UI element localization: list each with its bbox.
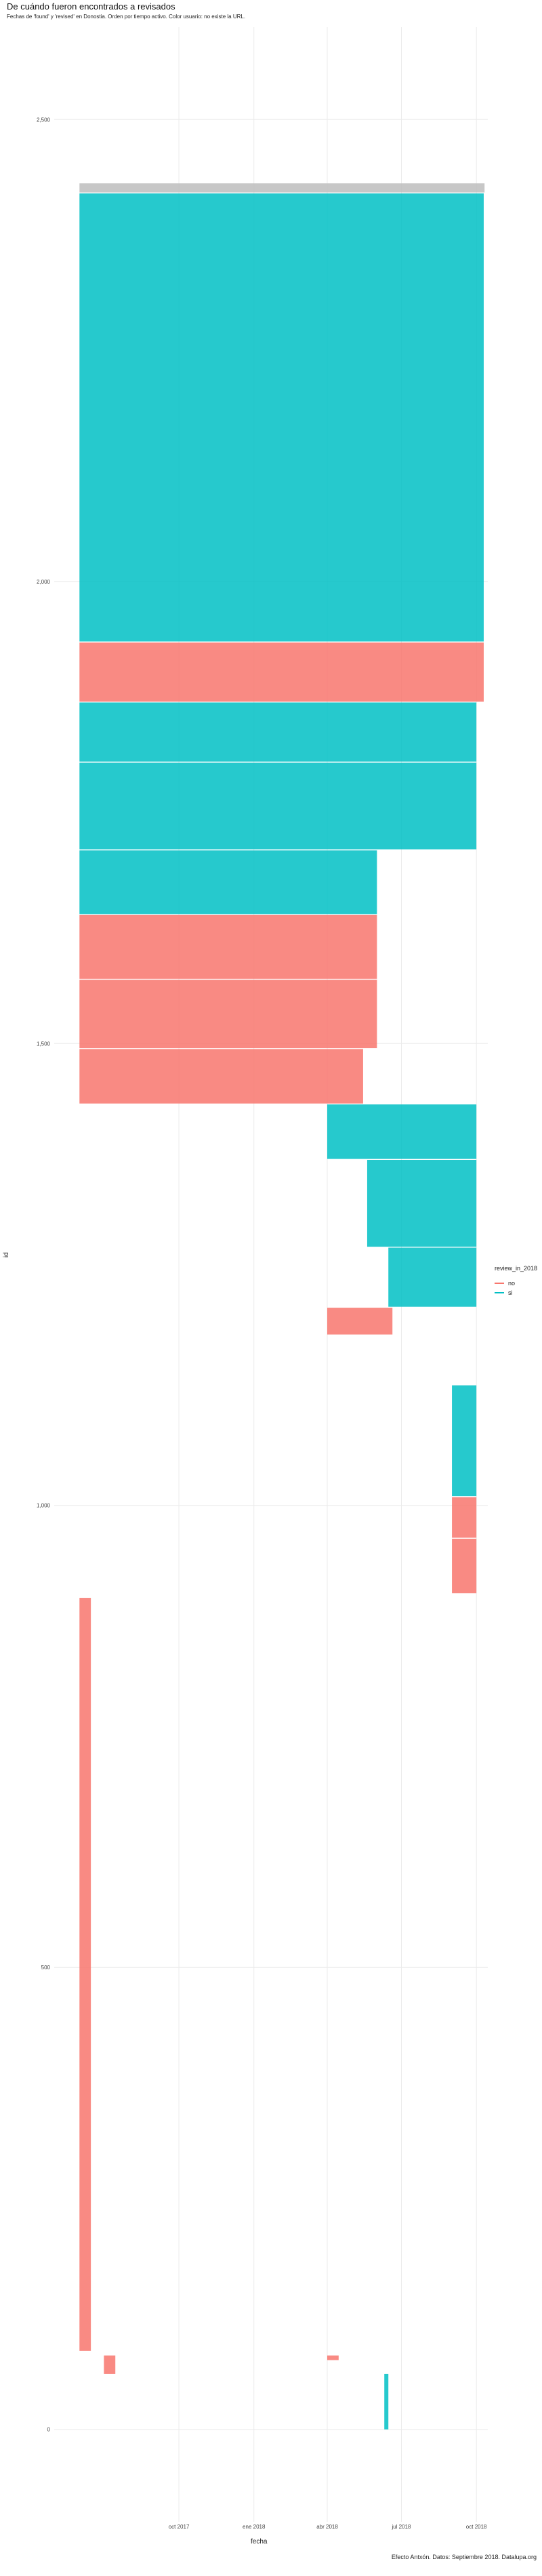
segment-bar xyxy=(367,1159,477,1247)
chart-title: De cuándo fueron encontrados a revisados xyxy=(7,1,175,12)
segment-bar xyxy=(79,980,377,1049)
legend-label-si: si xyxy=(508,1289,513,1296)
legend-entry-si: si xyxy=(495,1288,537,1297)
y-tick-label: 500 xyxy=(41,1965,51,1971)
segment-bar xyxy=(79,1049,363,1104)
legend: review_in_2018 no si xyxy=(495,1265,537,1297)
segment-bar xyxy=(79,702,477,762)
segment-bar xyxy=(104,2355,116,2374)
legend-key-no xyxy=(495,1283,504,1284)
y-tick-label: 1,500 xyxy=(37,1041,51,1047)
x-axis-label: fecha xyxy=(251,2538,268,2545)
segment-bar xyxy=(452,1497,477,1538)
segment-bar xyxy=(452,1385,477,1497)
segment-bar xyxy=(452,1538,477,1594)
segment-bar xyxy=(79,914,377,979)
y-tick-label: 1,000 xyxy=(37,1503,51,1509)
x-tick-label: oct 2017 xyxy=(169,2524,190,2530)
segment-bar xyxy=(327,2355,339,2360)
legend-title: review_in_2018 xyxy=(495,1265,538,1272)
segment-bar xyxy=(79,762,477,850)
x-axis-ticks: oct 2017 ene 2018 abr 2018 jul 2018 oct 2018 xyxy=(169,2524,487,2530)
segment-bar xyxy=(79,642,484,702)
y-tick-label: 0 xyxy=(47,2427,51,2433)
y-axis-label: id xyxy=(3,1252,10,1257)
segment-bar xyxy=(79,183,485,193)
legend-entry-no: no xyxy=(495,1279,537,1288)
segment-bar xyxy=(327,1308,393,1335)
segment-bar xyxy=(79,850,377,914)
chart-subtitle: Fechas de 'found' y 'revised' en Donosti… xyxy=(7,14,246,20)
segment-bar xyxy=(79,1598,91,2351)
segment-bar xyxy=(388,1247,477,1307)
segment-bar xyxy=(384,2373,389,2430)
y-tick-label: 2,500 xyxy=(37,117,51,123)
y-tick-label: 2,000 xyxy=(37,579,51,585)
segment-bar xyxy=(79,193,484,642)
x-tick-label: abr 2018 xyxy=(316,2524,338,2530)
segment-bar xyxy=(327,1104,477,1159)
x-tick-label: oct 2018 xyxy=(466,2524,487,2530)
x-tick-label: jul 2018 xyxy=(391,2524,411,2530)
chart-caption: Efecto Antxón. Datos: Septiembre 2018. D… xyxy=(391,2554,537,2560)
segments xyxy=(79,183,485,2430)
legend-label-no: no xyxy=(508,1280,516,1287)
legend-key-si xyxy=(495,1292,504,1293)
y-axis-ticks: 0 500 1,000 1,500 2,000 2,500 xyxy=(37,117,51,2432)
x-tick-label: ene 2018 xyxy=(243,2524,266,2530)
